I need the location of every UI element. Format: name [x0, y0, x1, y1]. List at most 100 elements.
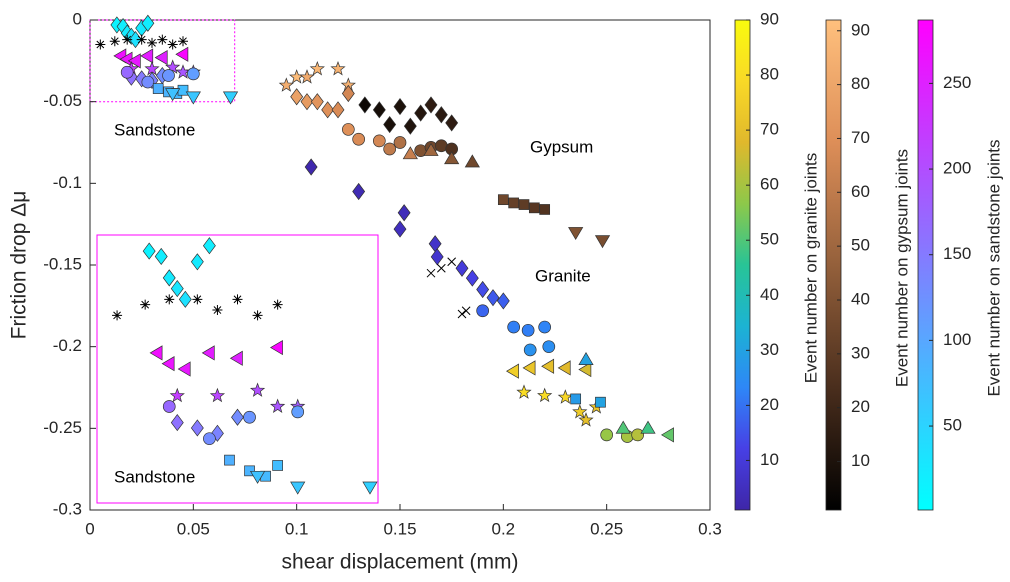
y-tick-label: -0.1	[53, 173, 82, 192]
marker	[165, 59, 181, 74]
colorbar-tick-label: 70	[851, 128, 870, 147]
marker	[496, 292, 510, 310]
marker	[403, 117, 417, 135]
colorbar-tick-label: 50	[760, 230, 779, 249]
marker	[444, 151, 460, 165]
marker	[300, 93, 314, 111]
colorbar-tick-label: 50	[851, 236, 870, 255]
colorbar-label: Event number on gypsum joints	[892, 149, 911, 387]
marker	[165, 88, 181, 102]
colorbar-tick-label: 20	[851, 397, 870, 416]
inset-marker	[232, 294, 243, 305]
y-tick-label: -0.05	[43, 91, 82, 110]
marker	[434, 106, 448, 124]
colorbar-tick-label: 40	[851, 289, 870, 308]
x-tick-label: 0.15	[383, 519, 416, 538]
marker	[185, 91, 201, 105]
colorbar	[917, 19, 934, 511]
marker	[538, 320, 552, 334]
x-tick-label: 0.3	[698, 519, 722, 538]
marker	[528, 202, 540, 214]
inset-marker	[272, 299, 283, 310]
marker	[383, 115, 397, 134]
marker	[640, 420, 656, 434]
colorbar-tick-label: 60	[851, 182, 870, 201]
inset-marker	[192, 294, 203, 305]
marker	[426, 268, 436, 278]
inset-marker	[178, 290, 192, 308]
marker	[310, 93, 324, 111]
marker	[570, 393, 582, 405]
inset-marker	[203, 432, 216, 446]
inset-marker	[201, 345, 215, 361]
marker	[154, 49, 168, 66]
inset-marker	[212, 305, 223, 316]
marker	[140, 48, 154, 64]
marker	[424, 96, 438, 114]
marker	[436, 263, 446, 273]
marker	[393, 136, 407, 149]
x-tick-label: 0.05	[177, 519, 210, 538]
colorbar-tick-label: 30	[851, 343, 870, 362]
marker	[167, 39, 178, 50]
colorbar	[825, 19, 842, 511]
annotation: Sandstone	[114, 120, 195, 139]
colorbar-tick-label: 90	[760, 9, 779, 28]
colorbar-tick-label: 100	[943, 330, 971, 349]
marker	[476, 304, 490, 318]
marker	[393, 97, 407, 116]
inset-marker	[244, 465, 255, 477]
marker	[109, 36, 120, 47]
colorbar-tick-label: 150	[943, 244, 971, 263]
colorbar-tick-label: 30	[760, 340, 779, 359]
inset-marker	[169, 387, 185, 403]
marker	[465, 269, 479, 287]
marker	[615, 420, 631, 434]
marker	[136, 34, 147, 45]
marker	[352, 132, 366, 146]
marker	[402, 146, 418, 160]
y-tick-label: -0.3	[53, 499, 82, 518]
marker	[304, 158, 318, 176]
marker	[222, 91, 239, 105]
marker	[372, 101, 386, 119]
inset-marker	[272, 460, 283, 471]
inset-marker	[290, 481, 306, 495]
marker	[331, 101, 345, 119]
inset-marker	[162, 269, 176, 287]
marker	[309, 61, 325, 76]
inset-marker	[231, 408, 244, 426]
inset-marker	[229, 350, 243, 366]
marker	[147, 37, 157, 48]
annotation: Granite	[535, 266, 591, 285]
marker	[497, 194, 509, 206]
inset-marker	[170, 414, 184, 432]
marker	[152, 83, 164, 94]
annotation: Sandstone	[114, 467, 195, 486]
inset-marker	[243, 410, 256, 424]
colorbar-tick-label: 60	[760, 175, 779, 194]
marker	[578, 361, 592, 378]
inset-marker	[140, 299, 151, 310]
marker	[595, 396, 606, 408]
marker	[457, 309, 467, 319]
colorbar-tick-label: 10	[760, 450, 779, 469]
inset-marker	[224, 454, 235, 466]
inset-marker	[362, 481, 378, 495]
colorbar-tick-label: 250	[943, 73, 971, 92]
marker	[393, 220, 407, 238]
marker	[476, 280, 490, 299]
marker	[330, 61, 346, 76]
colorbar-tick-label: 50	[943, 416, 962, 435]
colorbar-label: Event number on granite joints	[801, 153, 820, 384]
marker	[157, 34, 168, 45]
marker	[122, 34, 133, 45]
inset-marker	[170, 280, 184, 298]
marker	[508, 197, 520, 209]
marker	[445, 114, 459, 132]
y-tick-label: -0.25	[43, 418, 82, 437]
marker	[578, 352, 594, 365]
x-axis-label: shear displacement (mm)	[282, 551, 519, 574]
x-tick-label: 0	[85, 519, 94, 538]
marker	[95, 39, 106, 50]
